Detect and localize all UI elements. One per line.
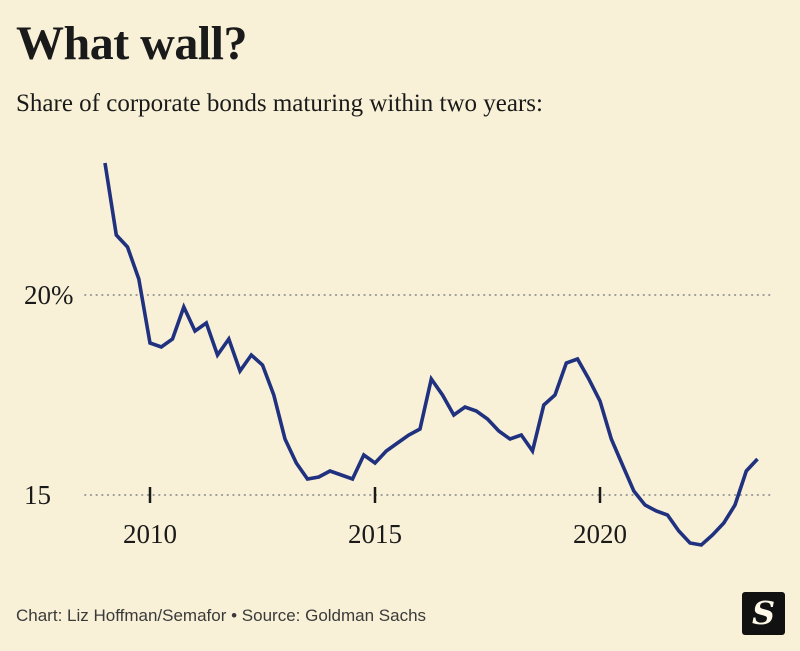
series-line bbox=[103, 162, 759, 547]
logo-letter: S bbox=[751, 593, 776, 632]
y-axis-label-20: 20% bbox=[24, 280, 74, 310]
x-axis-label-2015: 2015 bbox=[348, 519, 402, 549]
chart-subtitle: Share of corporate bonds maturing within… bbox=[16, 90, 543, 117]
y-axis-label-15: 15 bbox=[24, 480, 51, 510]
semafor-logo: S bbox=[742, 592, 785, 635]
x-axis-label-2020: 2020 bbox=[573, 519, 627, 549]
page-title: What wall? bbox=[16, 17, 248, 70]
credit-text: Chart: Liz Hoffman/Semafor • Source: Gol… bbox=[16, 606, 427, 625]
x-axis-label-2010: 2010 bbox=[123, 519, 177, 549]
